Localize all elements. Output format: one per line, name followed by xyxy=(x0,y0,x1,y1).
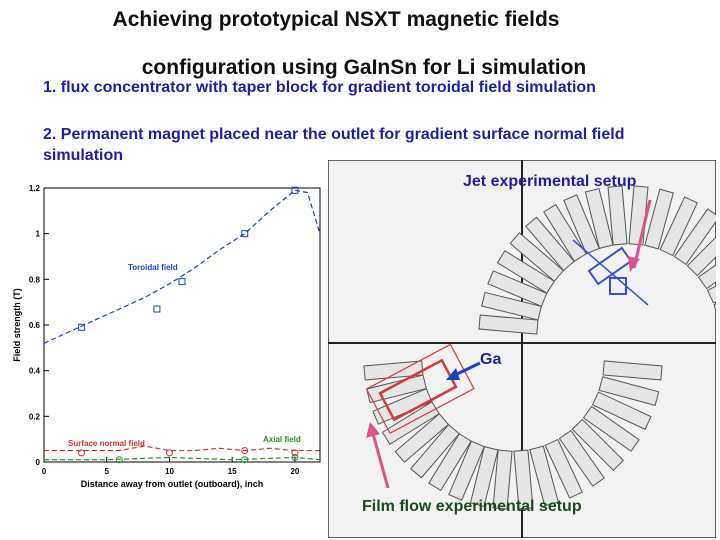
series-marker xyxy=(291,186,299,194)
coil-block xyxy=(478,314,539,335)
coil-block xyxy=(607,185,628,246)
x-tick-label: 20 xyxy=(290,467,299,476)
magnet-coil-blocks xyxy=(363,185,716,510)
jet-setup-drawing xyxy=(572,239,649,306)
coil-block xyxy=(584,188,614,249)
y-tick-label: 0.6 xyxy=(29,321,41,330)
coil-block xyxy=(713,289,716,319)
y-tick-label: 0.4 xyxy=(29,367,41,376)
film-setup-drawing xyxy=(365,343,475,435)
series-line-0 xyxy=(43,189,321,344)
coil-block xyxy=(496,250,555,294)
coil-block xyxy=(529,445,559,507)
jet-nozzle-shape xyxy=(587,246,633,286)
jet-arrowhead xyxy=(628,256,640,272)
series-marker xyxy=(241,447,249,455)
ga-label: Ga xyxy=(480,351,502,368)
series-marker xyxy=(178,278,186,286)
x-axis-label: Distance away from outlet (outboard), in… xyxy=(81,479,264,489)
coil-block xyxy=(428,433,472,492)
coil-block xyxy=(686,223,716,277)
slide-title-line2: configuration using GaInSn for Li simula… xyxy=(141,56,587,79)
slide-title-line1: Achieving prototypical NSXT magnetic fie… xyxy=(112,8,560,31)
x-tick-label: 10 xyxy=(165,467,174,476)
coil-block xyxy=(394,413,450,463)
series-line-1 xyxy=(44,445,320,452)
jet-setup-caption: Jet experimental setup xyxy=(463,173,637,190)
y-tick-label: 0.8 xyxy=(29,275,41,284)
coil-block xyxy=(544,438,583,499)
experimental-setup-photo xyxy=(328,160,716,538)
coil-block xyxy=(582,405,640,452)
series-label-0: Toroidal field xyxy=(128,263,178,272)
series-marker xyxy=(78,323,86,331)
jet-pointer-arrow xyxy=(632,199,652,269)
y-axis-label: Field strength (T) xyxy=(12,288,22,362)
y-tick-label: 0.2 xyxy=(29,412,41,421)
film-arrowhead xyxy=(366,422,380,438)
coil-block xyxy=(543,203,587,262)
ga-arrowhead xyxy=(446,368,460,380)
coil-block xyxy=(448,440,485,501)
series-marker xyxy=(165,449,173,457)
series-marker xyxy=(153,305,161,313)
coil-block xyxy=(591,391,652,430)
series-label-2: Axial field xyxy=(263,435,301,444)
plot-frame xyxy=(43,187,321,463)
coil-block xyxy=(602,360,663,381)
coil-block xyxy=(558,429,605,487)
coil-block xyxy=(563,194,600,255)
film-setup-caption: Film flow experimental setup xyxy=(362,498,582,515)
coil-block xyxy=(492,449,513,510)
coil-block xyxy=(410,423,460,479)
coil-block xyxy=(598,376,660,406)
coil-block xyxy=(481,291,542,321)
coil-block xyxy=(469,446,499,507)
x-tick-label: 0 xyxy=(42,467,47,476)
series-marker xyxy=(241,456,249,464)
series-marker xyxy=(291,449,299,457)
coil-block xyxy=(513,449,534,510)
x-tick-label: 15 xyxy=(228,467,237,476)
x-tick-label: 5 xyxy=(105,467,110,476)
film-pointer-arrow xyxy=(370,429,390,489)
coil-block xyxy=(706,265,716,304)
point-1-text: 1. flux concentrator with taper block fo… xyxy=(43,79,596,96)
coil-block xyxy=(659,196,698,257)
y-tick-label: 0 xyxy=(36,458,41,467)
series-label-1: Surface normal field xyxy=(68,439,145,448)
coil-block xyxy=(381,401,440,445)
field-strength-chart: 0 0.2 0.4 0.6 0.8 1 1.2 0 5 10 15 20 Distance away f… xyxy=(12,184,321,489)
film-frame-outline xyxy=(365,343,475,435)
series-marker xyxy=(241,230,249,238)
jet-guide-line xyxy=(572,239,649,306)
coil-block xyxy=(525,216,575,272)
series-marker xyxy=(291,453,299,461)
y-tick-label: 1 xyxy=(36,230,41,239)
series-marker xyxy=(115,456,123,464)
coil-block xyxy=(697,243,716,290)
series-line-2 xyxy=(44,456,321,461)
coil-block xyxy=(509,232,565,282)
y-tick-label: 1.2 xyxy=(29,184,41,193)
coil-block xyxy=(487,270,548,307)
coil-block xyxy=(363,360,424,381)
coil-block xyxy=(571,418,625,472)
film-channel-outline xyxy=(378,358,458,422)
series-marker xyxy=(78,449,86,457)
coil-block xyxy=(644,188,674,250)
coil-block xyxy=(673,208,716,266)
point-2-text: 2. Permanent magnet placed near the outl… xyxy=(43,126,625,164)
